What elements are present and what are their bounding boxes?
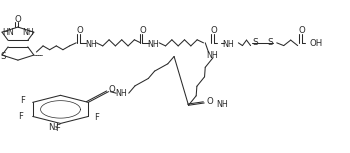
Text: NH: NH [115,89,127,98]
Text: O: O [207,97,214,106]
Text: NH: NH [223,40,234,49]
Text: O: O [299,26,305,35]
Text: NH: NH [206,51,218,60]
Text: O: O [76,26,83,35]
Text: NH: NH [85,40,97,49]
Text: OH: OH [310,39,323,48]
Text: O: O [139,26,146,35]
Text: N₃: N₃ [49,123,58,132]
Text: S: S [0,52,6,61]
Text: F: F [18,112,22,121]
Text: O: O [211,26,217,35]
Text: O: O [108,85,116,94]
Text: NH: NH [216,100,228,109]
Text: O: O [15,15,21,24]
Text: F: F [55,125,60,133]
Text: S: S [252,38,258,47]
Text: F: F [94,113,99,122]
Text: F: F [20,96,24,104]
Text: HN: HN [2,28,14,37]
Text: NH: NH [22,28,34,37]
Text: NH: NH [148,40,160,49]
Text: S: S [268,38,273,47]
